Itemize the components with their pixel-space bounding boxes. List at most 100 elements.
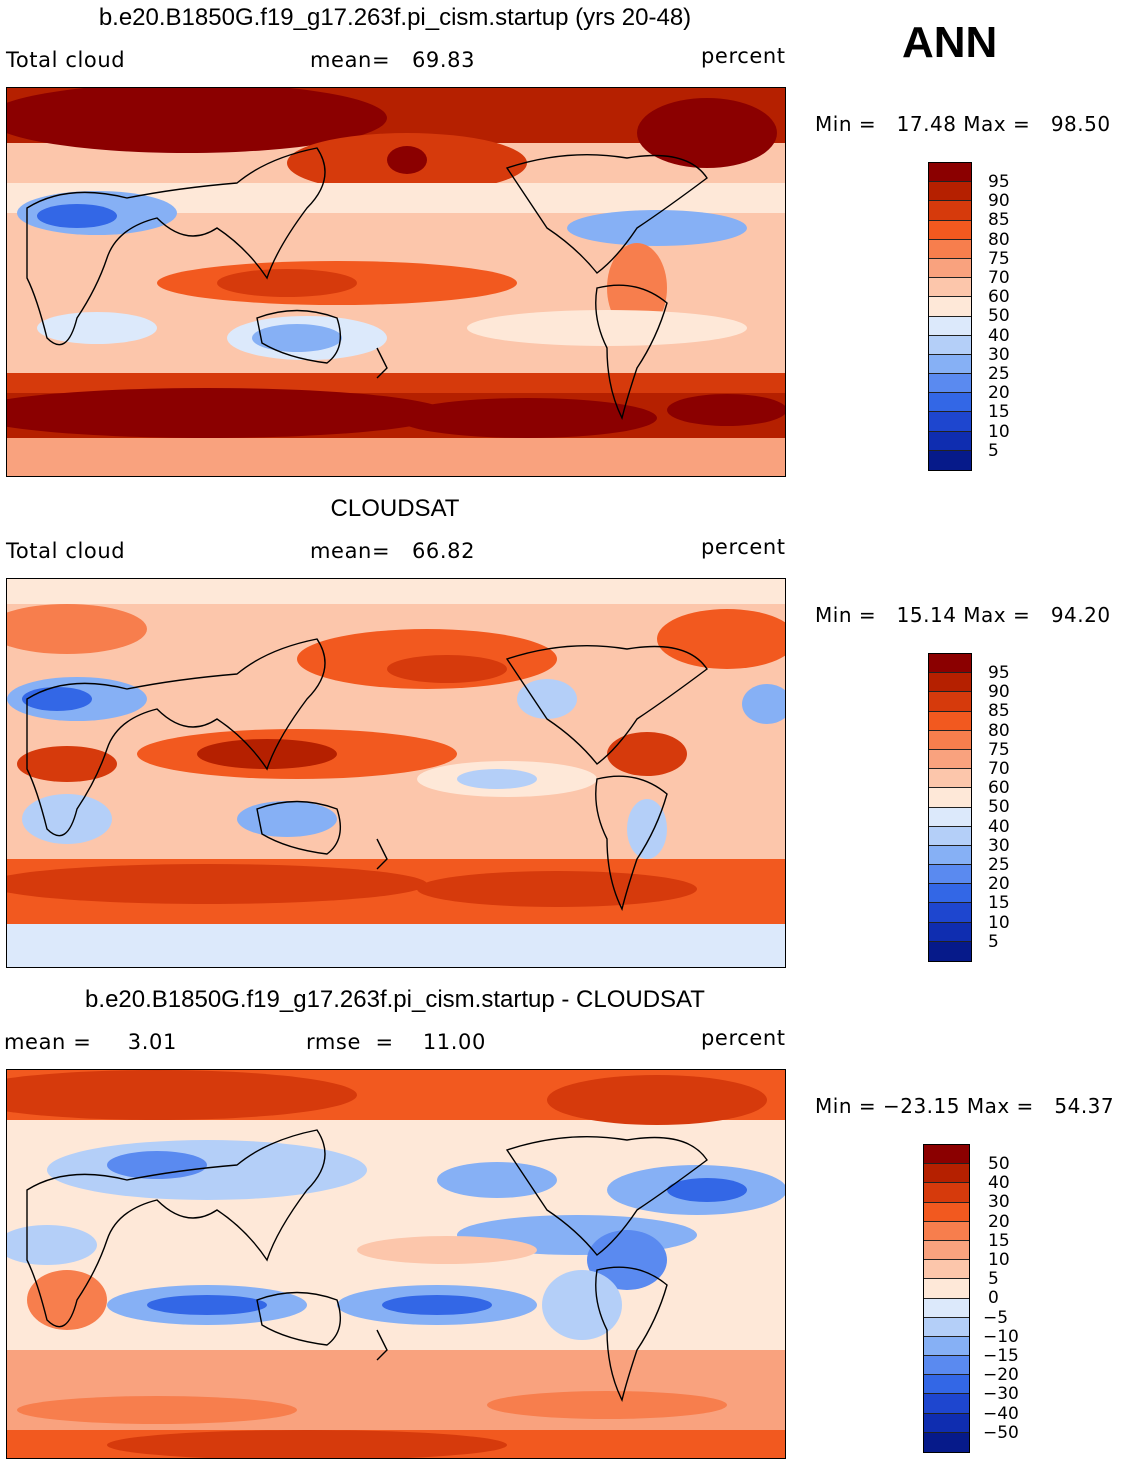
colorbar-tick-label: −15 [983,1346,1019,1366]
colorbar-tick-label: 10 [988,1250,1010,1270]
colorbar-tick-label: 60 [988,287,1010,307]
colorbar-tick-label: 15 [988,1231,1010,1251]
colorbar-tick-label: 75 [988,740,1010,760]
colorbar-cell [929,788,971,808]
mean-label: mean= 69.83 [310,48,476,72]
colorbar-scale [928,162,972,471]
colorbar-tick-label: 5 [988,441,999,461]
colorbar-tick-label: 5 [988,932,999,952]
colorbar-tick-label: 15 [988,402,1010,422]
colorbar-tick-label: 5 [988,1269,999,1289]
colorbar-tick-label: 95 [988,172,1010,192]
colorbar-cell [929,450,971,470]
colorbar-cell [929,807,971,827]
colorbar-cell [929,654,971,674]
colorbar-cell [924,1356,969,1376]
colorbar-tick-label: 85 [988,701,1010,721]
colorbar-cell [924,1375,969,1395]
colorbar-tick-label: 50 [988,306,1010,326]
colorbar-tick-label: 30 [988,1192,1010,1212]
colorbar-cell [929,278,971,298]
colorbar-cell [929,374,971,394]
colorbar-tick-label: 10 [988,422,1010,442]
colorbar-tick-label: 40 [988,1173,1010,1193]
colorbar-cell [929,201,971,221]
colorbar-tick-label: 30 [988,345,1010,365]
colorbar-cell [924,1183,969,1203]
units-label: percent [701,535,786,559]
colorbar-cell [929,431,971,451]
colorbar-cell [929,258,971,279]
colorbar-tick-label: −5 [983,1308,1009,1328]
colorbar-cell [929,749,971,770]
colorbar-cell [924,1240,969,1261]
colorbar-cell [924,1260,969,1280]
colorbar-scale [928,653,972,962]
map-panel-1 [6,87,786,477]
colorbar-cell [924,1432,969,1452]
variable-label: Total cloud [6,539,126,563]
colorbar-tick-label: 60 [988,778,1010,798]
colorbar-cell [924,1394,969,1414]
mean-label: mean = 3.01 [4,1030,177,1054]
colorbar-tick-label: 20 [988,383,1010,403]
rmse-label: rmse = 11.00 [306,1030,486,1054]
colorbar-tick-label: 90 [988,191,1010,211]
colorbar-cell [929,730,971,750]
colorbar-cell [924,1279,969,1299]
colorbar-tick-label: 0 [988,1288,999,1308]
colorbar-tick-label: −50 [983,1423,1019,1443]
colorbar-cell [929,239,971,259]
colorbar-cell [929,412,971,432]
map-panel-3 [6,1069,786,1459]
colorbar-cell [929,903,971,923]
colorbar-cell [929,163,971,183]
colorbar-tick-label: −30 [983,1384,1019,1404]
colorbar-cell [924,1145,969,1165]
panel-model: b.e20.B1850G.f19_g17.263f.pi_cism.startu… [0,0,1129,490]
variable-label: Total cloud [6,48,126,72]
colorbar-tick-label: 20 [988,1212,1010,1232]
colorbar-cell [924,1164,969,1184]
colorbar-tick-label: 25 [988,855,1010,875]
colorbar-cell [924,1202,969,1222]
colorbar-cell [929,182,971,202]
colorbar-cell [929,673,971,693]
colorbar-cell [929,711,971,731]
units-label: percent [701,1026,786,1050]
colorbar-tick-label: 30 [988,836,1010,856]
colorbar-tick-label: 70 [988,268,1010,288]
colorbar-tick-label: 50 [988,1154,1010,1174]
season-label: ANN [902,18,998,67]
panel-difference: b.e20.B1850G.f19_g17.263f.pi_cism.startu… [0,982,1129,1466]
colorbar-tick-label: 40 [988,326,1010,346]
colorbar-cell [929,941,971,961]
map-panel-2 [6,578,786,968]
colorbar-tick-label: 85 [988,210,1010,230]
colorbar-cell [924,1413,969,1433]
colorbar-tick-label: 80 [988,721,1010,741]
colorbar-tick-label: −40 [983,1404,1019,1424]
colorbar-tick-label: 25 [988,364,1010,384]
colorbar-tick-label: 95 [988,663,1010,683]
colorbar-tick-label: −20 [983,1365,1019,1385]
colorbar-cell [929,692,971,712]
colorbar-cell [929,884,971,904]
colorbar-cell [929,335,971,355]
panel-title: b.e20.B1850G.f19_g17.263f.pi_cism.startu… [85,986,705,1013]
colorbar-cell [929,865,971,885]
colorbar-cell [929,220,971,240]
colorbar-cell [929,845,971,866]
colorbar-cell [929,826,971,846]
colorbar-cell [929,354,971,375]
colorbar-tick-label: 80 [988,230,1010,250]
colorbar-tick-label: 75 [988,249,1010,269]
world-map-difference-icon [7,1070,785,1458]
colorbar-tick-label: 90 [988,682,1010,702]
colorbar-cell [924,1298,969,1318]
world-map-model-cloud-icon [7,88,785,476]
colorbar-cell [924,1336,969,1357]
world-map-obs-cloud-icon [7,579,785,967]
colorbar-scale [923,1144,970,1453]
colorbar-tick-label: 15 [988,893,1010,913]
